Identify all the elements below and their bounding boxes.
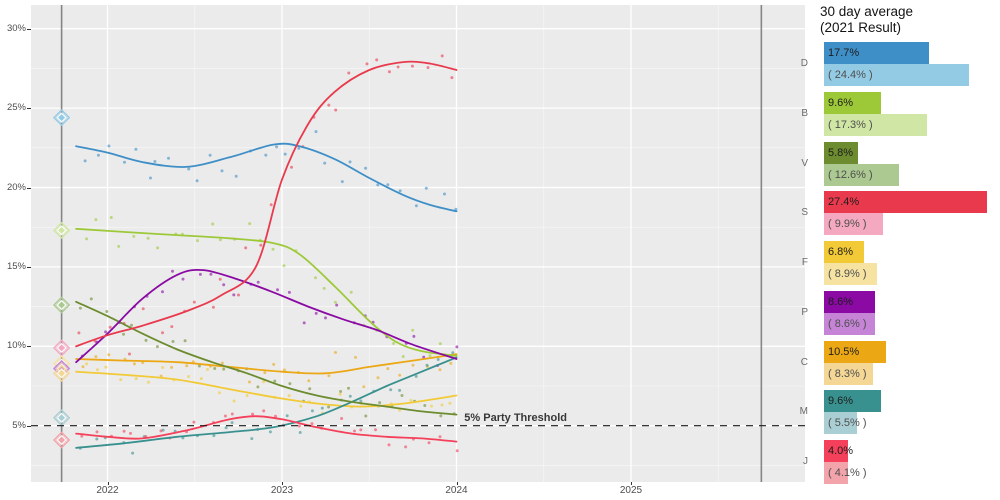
result-bar-B: ( 17.3% ) — [824, 113, 927, 136]
x-tick-label: 2025 — [619, 485, 643, 496]
result-diamond-C — [52, 364, 71, 382]
grid-major — [31, 5, 805, 482]
y-tick-mark — [27, 266, 31, 268]
avg-bar-M: 9.6% — [824, 390, 881, 413]
result-bar-S: ( 9.9% ) — [824, 213, 883, 236]
y-tick-mark — [27, 28, 31, 30]
poll-chart-canvas — [31, 5, 805, 482]
x-tick-label: 2022 — [96, 485, 119, 496]
result-bar-V: ( 12.6% ) — [824, 163, 899, 186]
result-bar-C: ( 8.3% ) — [824, 362, 874, 385]
x-tick-mark — [456, 482, 458, 485]
result-value-label: ( 17.3% ) — [828, 118, 873, 131]
avg-bar-B: 9.6% — [824, 91, 881, 114]
avg-value-label: 5.8% — [828, 146, 854, 159]
result-diamond-J — [52, 431, 71, 449]
result-diamond-V — [52, 296, 71, 314]
y-tick-label: 15% — [6, 260, 26, 272]
avg-bar-J: 4.0% — [824, 440, 854, 462]
result-bar-P: ( 8.6% ) — [824, 312, 875, 335]
x-tick-label: 2023 — [270, 485, 294, 496]
result-diamond-M — [52, 409, 71, 427]
trend-line-F — [75, 370, 458, 408]
result-value-label: ( 12.6% ) — [828, 168, 873, 181]
x-tick-mark — [282, 482, 283, 485]
threshold-label: 5% Party Threshold — [464, 412, 567, 424]
avg-value-label: 27.4% — [828, 196, 860, 209]
result-value-label: ( 9.9% ) — [828, 218, 867, 231]
result-bar-M: ( 5.5% ) — [824, 412, 867, 435]
x-tick-mark — [107, 482, 109, 485]
legend-title-line1: 30 day average — [820, 4, 914, 19]
result-diamond-S — [52, 339, 71, 357]
trend-line-P — [75, 268, 458, 364]
y-tick-label: 30% — [6, 22, 26, 34]
avg-bar-S: 27.4% — [824, 191, 987, 214]
avg-bar-D: 17.7% — [824, 42, 929, 64]
trend-line-C — [75, 353, 458, 375]
y-tick-label: 25% — [6, 102, 26, 114]
result-value-label: ( 8.6% ) — [828, 317, 867, 330]
trend-line-J — [75, 415, 458, 443]
trend-line-D — [75, 142, 458, 213]
y-tick-mark — [27, 346, 31, 348]
trend-lines — [75, 60, 458, 449]
x-tick-mark — [631, 482, 632, 485]
trend-line-B — [75, 227, 458, 357]
avg-bar-C: 10.5% — [824, 340, 887, 363]
avg-value-label: 6.8% — [828, 246, 854, 258]
chart-panel: 5% Party Threshold — [31, 5, 805, 482]
avg-value-label: 9.6% — [828, 395, 854, 408]
grid-minor — [31, 5, 805, 482]
result-bar-J: ( 4.1% ) — [824, 462, 867, 484]
legend-title-line2: (2021 Result) — [820, 20, 902, 36]
y-tick-label: 20% — [6, 181, 26, 193]
result-diamonds — [52, 109, 71, 449]
result-bar-D: ( 24.4% ) — [824, 64, 969, 86]
avg-value-label: 4.0% — [828, 445, 854, 457]
avg-bar-F: 6.8% — [824, 241, 865, 263]
avg-value-label: 10.5% — [828, 345, 860, 358]
result-value-label: ( 8.9% ) — [828, 268, 867, 280]
result-bar-F: ( 8.9% ) — [824, 263, 877, 285]
y-tick-label: 10% — [6, 340, 26, 352]
y-tick-mark — [27, 425, 31, 427]
result-value-label: ( 24.4% ) — [828, 69, 873, 81]
result-diamond-D — [52, 109, 71, 127]
trend-line-S — [75, 60, 458, 348]
avg-value-label: 17.7% — [828, 47, 860, 59]
x-tick-label: 2024 — [445, 485, 468, 496]
avg-bar-V: 5.8% — [824, 141, 859, 164]
avg-bar-P: 8.6% — [824, 290, 875, 313]
result-value-label: ( 4.1% ) — [828, 467, 867, 479]
y-tick-mark — [27, 108, 31, 110]
result-value-label: ( 8.3% ) — [828, 367, 867, 380]
scatter-points — [77, 54, 459, 455]
result-value-label: ( 5.5% ) — [828, 417, 867, 430]
avg-value-label: 9.6% — [828, 96, 854, 109]
trend-line-V — [75, 300, 458, 416]
y-tick-mark — [27, 187, 31, 189]
result-diamond-B — [52, 221, 71, 240]
avg-value-label: 8.6% — [828, 295, 854, 308]
legend-title: 30 day average (2021 Result) — [820, 4, 913, 37]
y-tick-label: 5% — [12, 419, 26, 431]
